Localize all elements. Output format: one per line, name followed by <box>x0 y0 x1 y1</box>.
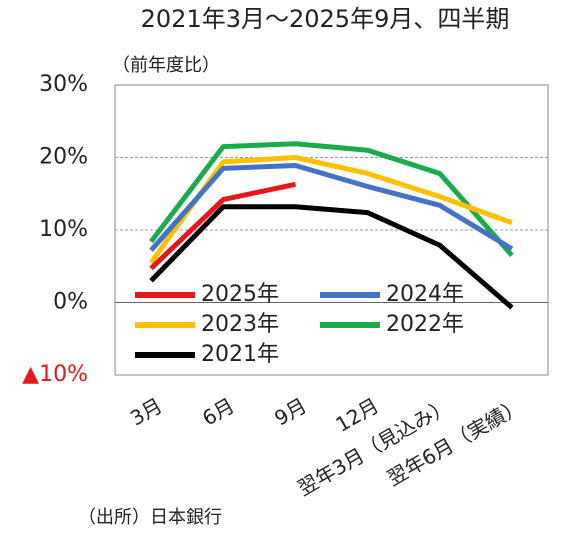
series-line <box>149 162 514 252</box>
y-tick-label: 30% <box>39 72 88 97</box>
series-line <box>149 181 296 271</box>
series-line <box>149 141 514 258</box>
y-tick-label: 20% <box>39 145 88 170</box>
chart-title: 2021年3月～2025年9月、四半期 <box>141 5 510 33</box>
x-tick-label: 3月 <box>126 393 166 430</box>
x-tick-label: 6月 <box>198 393 238 430</box>
legend-label: 2022年 <box>386 312 464 337</box>
x-tick-label: 9月 <box>270 393 310 430</box>
y-tick-label: 0% <box>53 290 88 315</box>
y-tick-label: 10% <box>39 217 88 242</box>
series-line <box>149 204 514 310</box>
legend-label: 2021年 <box>201 342 279 367</box>
legend-label: 2025年 <box>201 282 279 307</box>
y-tick-label: ▲10% <box>22 362 88 387</box>
source-note: （出所）日本銀行 <box>78 507 222 528</box>
x-tick-label: 12月 <box>331 393 382 437</box>
legend-label: 2024年 <box>386 282 464 307</box>
chart-subtitle: （前年度比） <box>112 55 220 76</box>
legend-label: 2023年 <box>201 312 279 337</box>
